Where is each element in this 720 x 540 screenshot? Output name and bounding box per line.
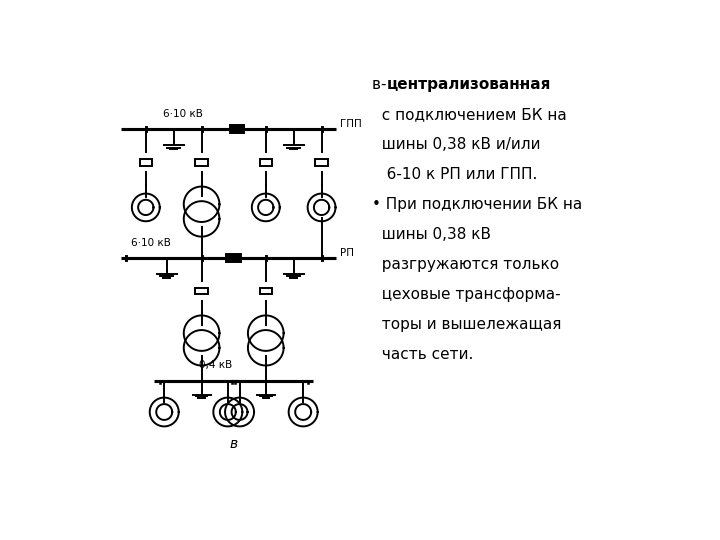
Text: 6·10 кВ: 6·10 кВ (132, 238, 171, 248)
Bar (260, 288, 272, 294)
Text: торы и вышележащая: торы и вышележащая (372, 317, 561, 332)
Text: в-: в- (372, 77, 391, 92)
Bar (230, 125, 244, 133)
Text: в: в (230, 437, 238, 451)
Bar (260, 159, 272, 166)
Text: шины 0,38 кВ и/или: шины 0,38 кВ и/или (372, 137, 540, 152)
Bar (226, 254, 241, 262)
Text: цеховые трансформа-: цеховые трансформа- (372, 287, 560, 302)
Text: централизованная: централизованная (387, 77, 552, 92)
Text: • При подключении БК на: • При подключении БК на (372, 197, 582, 212)
Bar (195, 288, 208, 294)
Text: 6·10 кВ: 6·10 кВ (163, 109, 202, 119)
Text: с подключением БК на: с подключением БК на (372, 107, 567, 122)
Bar (195, 159, 208, 166)
Bar (140, 159, 152, 166)
Text: часть сети.: часть сети. (372, 347, 473, 362)
Bar (315, 159, 328, 166)
Text: разгружаются только: разгружаются только (372, 257, 559, 272)
Text: РП: РП (340, 248, 354, 258)
Text: 6-10 к РП или ГПП.: 6-10 к РП или ГПП. (372, 167, 537, 182)
Text: 0,4 кВ: 0,4 кВ (199, 360, 232, 370)
Text: шины 0,38 кВ: шины 0,38 кВ (372, 227, 491, 242)
Text: –: – (514, 77, 527, 92)
Text: ГПП: ГПП (340, 119, 361, 129)
